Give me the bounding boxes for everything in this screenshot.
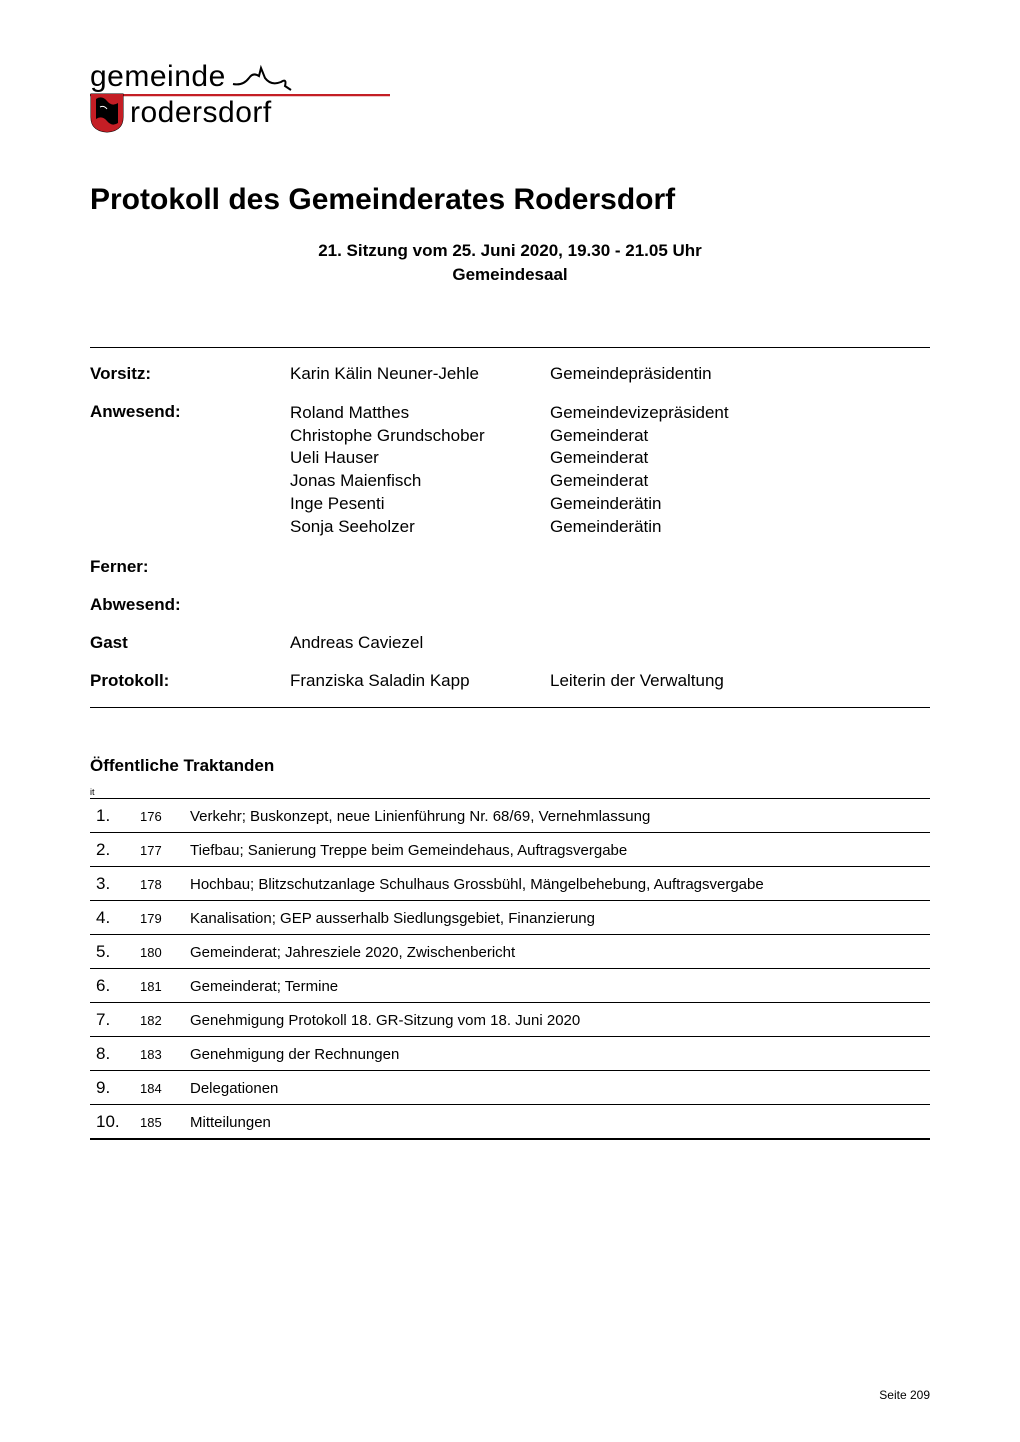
anwesend-role: Gemeinderätin (550, 493, 729, 516)
subtitle-line1: 21. Sitzung vom 25. Juni 2020, 19.30 - 2… (90, 239, 930, 263)
table-row: 5. 180 Gemeinderat; Jahresziele 2020, Zw… (90, 935, 930, 969)
logo: gemeinde rodersdorf (90, 60, 930, 133)
anwesend-name: Roland Matthes (290, 402, 550, 425)
trak-id: 182 (140, 1013, 190, 1028)
row-ferner: Ferner: (90, 557, 930, 577)
row-abwesend: Abwesend: (90, 595, 930, 615)
anwesend-name: Inge Pesenti (290, 493, 550, 516)
trak-text: Delegationen (190, 1080, 930, 1097)
trak-text: Tiefbau; Sanierung Treppe beim Gemeindeh… (190, 842, 930, 859)
row-gast: Gast Andreas Caviezel (90, 633, 930, 653)
label-abwesend: Abwesend: (90, 595, 290, 615)
vorsitz-role: Gemeindepräsidentin (550, 364, 712, 384)
trak-id: 185 (140, 1115, 190, 1130)
trak-num: 7. (90, 1010, 140, 1030)
vorsitz-name: Karin Kälin Neuner-Jehle (290, 364, 550, 384)
table-row: 4. 179 Kanalisation; GEP ausserhalb Sied… (90, 901, 930, 935)
trak-num: 6. (90, 976, 140, 996)
anwesend-role: Gemeinderat (550, 425, 729, 448)
traktanden-marker: it (90, 787, 95, 797)
info-block: Vorsitz: Karin Kälin Neuner-Jehle Gemein… (90, 347, 930, 709)
table-row: 10. 185 Mitteilungen (90, 1105, 930, 1138)
anwesend-name: Sonja Seeholzer (290, 516, 550, 539)
trak-num: 9. (90, 1078, 140, 1098)
logo-row2: rodersdorf (90, 93, 930, 133)
table-row: 3. 178 Hochbau; Blitzschutzanlage Schulh… (90, 867, 930, 901)
table-row: 9. 184 Delegationen (90, 1071, 930, 1105)
trak-num: 2. (90, 840, 140, 860)
gast-name: Andreas Caviezel (290, 633, 550, 653)
protokoll-name: Franziska Saladin Kapp (290, 671, 550, 691)
logo-word1: gemeinde (90, 60, 226, 93)
trak-num: 5. (90, 942, 140, 962)
trak-id: 183 (140, 1047, 190, 1062)
trak-num: 10. (90, 1112, 140, 1132)
logo-word-gemeinde: gemeinde (90, 60, 930, 94)
logo-word-rodersdorf: rodersdorf (130, 96, 272, 130)
row-vorsitz: Vorsitz: Karin Kälin Neuner-Jehle Gemein… (90, 364, 930, 384)
trak-text: Mitteilungen (190, 1114, 930, 1131)
anwesend-name: Ueli Hauser (290, 447, 550, 470)
label-vorsitz: Vorsitz: (90, 364, 290, 384)
label-gast: Gast (90, 633, 290, 653)
subtitle: 21. Sitzung vom 25. Juni 2020, 19.30 - 2… (90, 239, 930, 287)
trak-text: Hochbau; Blitzschutzanlage Schulhaus Gro… (190, 876, 930, 893)
trak-num: 3. (90, 874, 140, 894)
page-title: Protokoll des Gemeinderates Rodersdorf (90, 183, 930, 217)
shield-icon (90, 93, 124, 133)
anwesend-role: Gemeinderat (550, 470, 729, 493)
trak-text: Genehmigung der Rechnungen (190, 1046, 930, 1063)
row-anwesend: Anwesend: Roland Matthes Christophe Grun… (90, 402, 930, 540)
subtitle-line2: Gemeindesaal (90, 263, 930, 287)
anwesend-roles: Gemeindevizepräsident Gemeinderat Gemein… (550, 402, 729, 540)
anwesend-role: Gemeinderat (550, 447, 729, 470)
trak-text: Genehmigung Protokoll 18. GR-Sitzung vom… (190, 1012, 930, 1029)
anwesend-names: Roland Matthes Christophe Grundschober U… (290, 402, 550, 540)
trak-text: Gemeinderat; Jahresziele 2020, Zwischenb… (190, 944, 930, 961)
trak-num: 1. (90, 806, 140, 826)
trak-text: Gemeinderat; Termine (190, 978, 930, 995)
trak-id: 176 (140, 809, 190, 824)
anwesend-role: Gemeinderätin (550, 516, 729, 539)
table-row: 1. 176 Verkehr; Buskonzept, neue Linienf… (90, 799, 930, 833)
traktanden-table: 1. 176 Verkehr; Buskonzept, neue Linienf… (90, 798, 930, 1140)
table-row: 7. 182 Genehmigung Protokoll 18. GR-Sitz… (90, 1003, 930, 1037)
trak-id: 178 (140, 877, 190, 892)
trak-id: 184 (140, 1081, 190, 1096)
trak-id: 179 (140, 911, 190, 926)
label-ferner: Ferner: (90, 557, 290, 577)
trak-id: 180 (140, 945, 190, 960)
label-anwesend: Anwesend: (90, 402, 290, 540)
page-number: Seite 209 (879, 1388, 930, 1402)
trak-text: Verkehr; Buskonzept, neue Linienführung … (190, 808, 930, 825)
row-protokoll: Protokoll: Franziska Saladin Kapp Leiter… (90, 671, 930, 691)
logo-squiggle-icon (231, 64, 321, 92)
trak-id: 181 (140, 979, 190, 994)
trak-num: 4. (90, 908, 140, 928)
table-row: 8. 183 Genehmigung der Rechnungen (90, 1037, 930, 1071)
trak-num: 8. (90, 1044, 140, 1064)
table-row: 2. 177 Tiefbau; Sanierung Treppe beim Ge… (90, 833, 930, 867)
anwesend-name: Christophe Grundschober (290, 425, 550, 448)
anwesend-role: Gemeindevizepräsident (550, 402, 729, 425)
trak-text: Kanalisation; GEP ausserhalb Siedlungsge… (190, 910, 930, 927)
anwesend-name: Jonas Maienfisch (290, 470, 550, 493)
trak-id: 177 (140, 843, 190, 858)
table-row: 6. 181 Gemeinderat; Termine (90, 969, 930, 1003)
traktanden-title: Öffentliche Traktanden (90, 756, 930, 776)
label-protokoll: Protokoll: (90, 671, 290, 691)
protokoll-role: Leiterin der Verwaltung (550, 671, 724, 691)
